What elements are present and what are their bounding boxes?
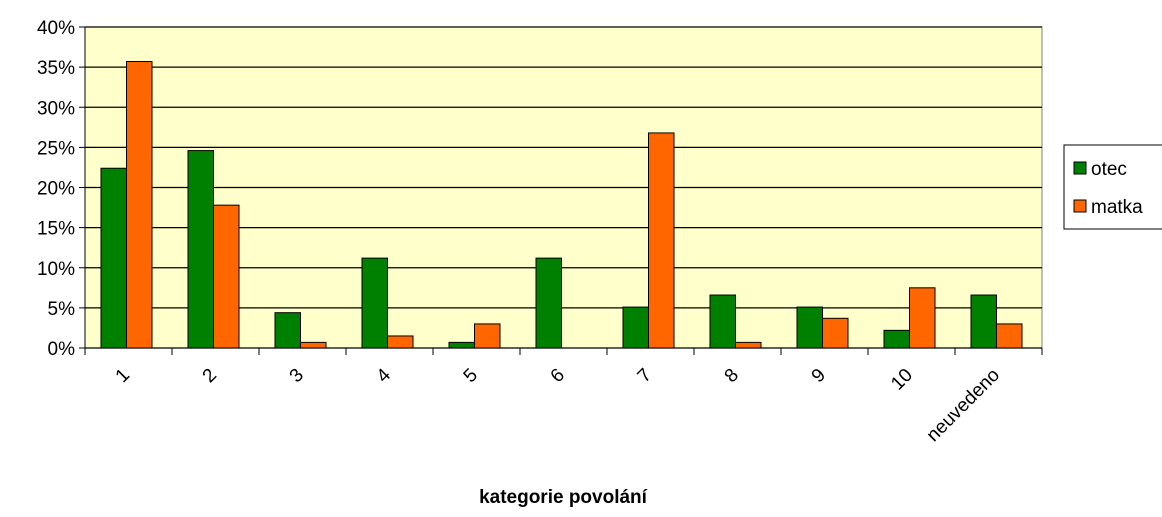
legend-label: otec	[1091, 159, 1127, 180]
bar	[996, 323, 1023, 349]
y-tick-label: 20%	[37, 179, 75, 200]
x-tick-label: 1	[112, 365, 134, 387]
bar	[387, 335, 414, 349]
x-tick-label: neuvedeno	[923, 365, 1004, 446]
bar	[622, 306, 649, 349]
x-tick-label: 8	[721, 365, 743, 387]
bar	[648, 132, 675, 349]
x-tick-label: 5	[460, 365, 482, 387]
bar	[474, 323, 501, 349]
x-tick-label: 2	[199, 365, 221, 387]
x-tick-label: 6	[547, 365, 569, 387]
bar	[735, 341, 762, 349]
y-tick-label: 25%	[37, 138, 75, 159]
bar	[100, 167, 127, 349]
x-tick-label: 9	[808, 365, 830, 387]
x-tick-label: 4	[373, 364, 396, 387]
bar	[274, 312, 301, 349]
x-tick-label: 3	[286, 365, 308, 387]
bar	[796, 306, 823, 349]
bar	[970, 294, 997, 349]
x-tick-label: 10	[887, 365, 917, 395]
bar	[883, 329, 910, 349]
legend-swatch	[1073, 161, 1087, 175]
bar	[187, 150, 214, 349]
y-tick-label: 0%	[48, 339, 76, 360]
legend-box	[1063, 144, 1162, 230]
bar	[361, 257, 388, 349]
bar	[300, 341, 327, 349]
y-tick-label: 40%	[37, 18, 75, 39]
bar	[448, 341, 475, 349]
bar	[909, 287, 936, 349]
y-tick-label: 15%	[37, 219, 75, 240]
y-tick-label: 10%	[37, 259, 75, 280]
x-tick-label: 7	[634, 365, 656, 387]
x-axis-label: kategorie povolání	[479, 487, 648, 508]
bar	[822, 317, 849, 349]
y-tick-label: 5%	[48, 299, 76, 320]
legend-label: matka	[1091, 197, 1143, 218]
bar	[213, 204, 240, 349]
legend-swatch	[1073, 199, 1087, 213]
bar	[535, 257, 562, 349]
bar	[709, 294, 736, 349]
y-tick-label: 35%	[37, 58, 75, 79]
y-tick-label: 30%	[37, 98, 75, 119]
bar	[126, 61, 153, 349]
